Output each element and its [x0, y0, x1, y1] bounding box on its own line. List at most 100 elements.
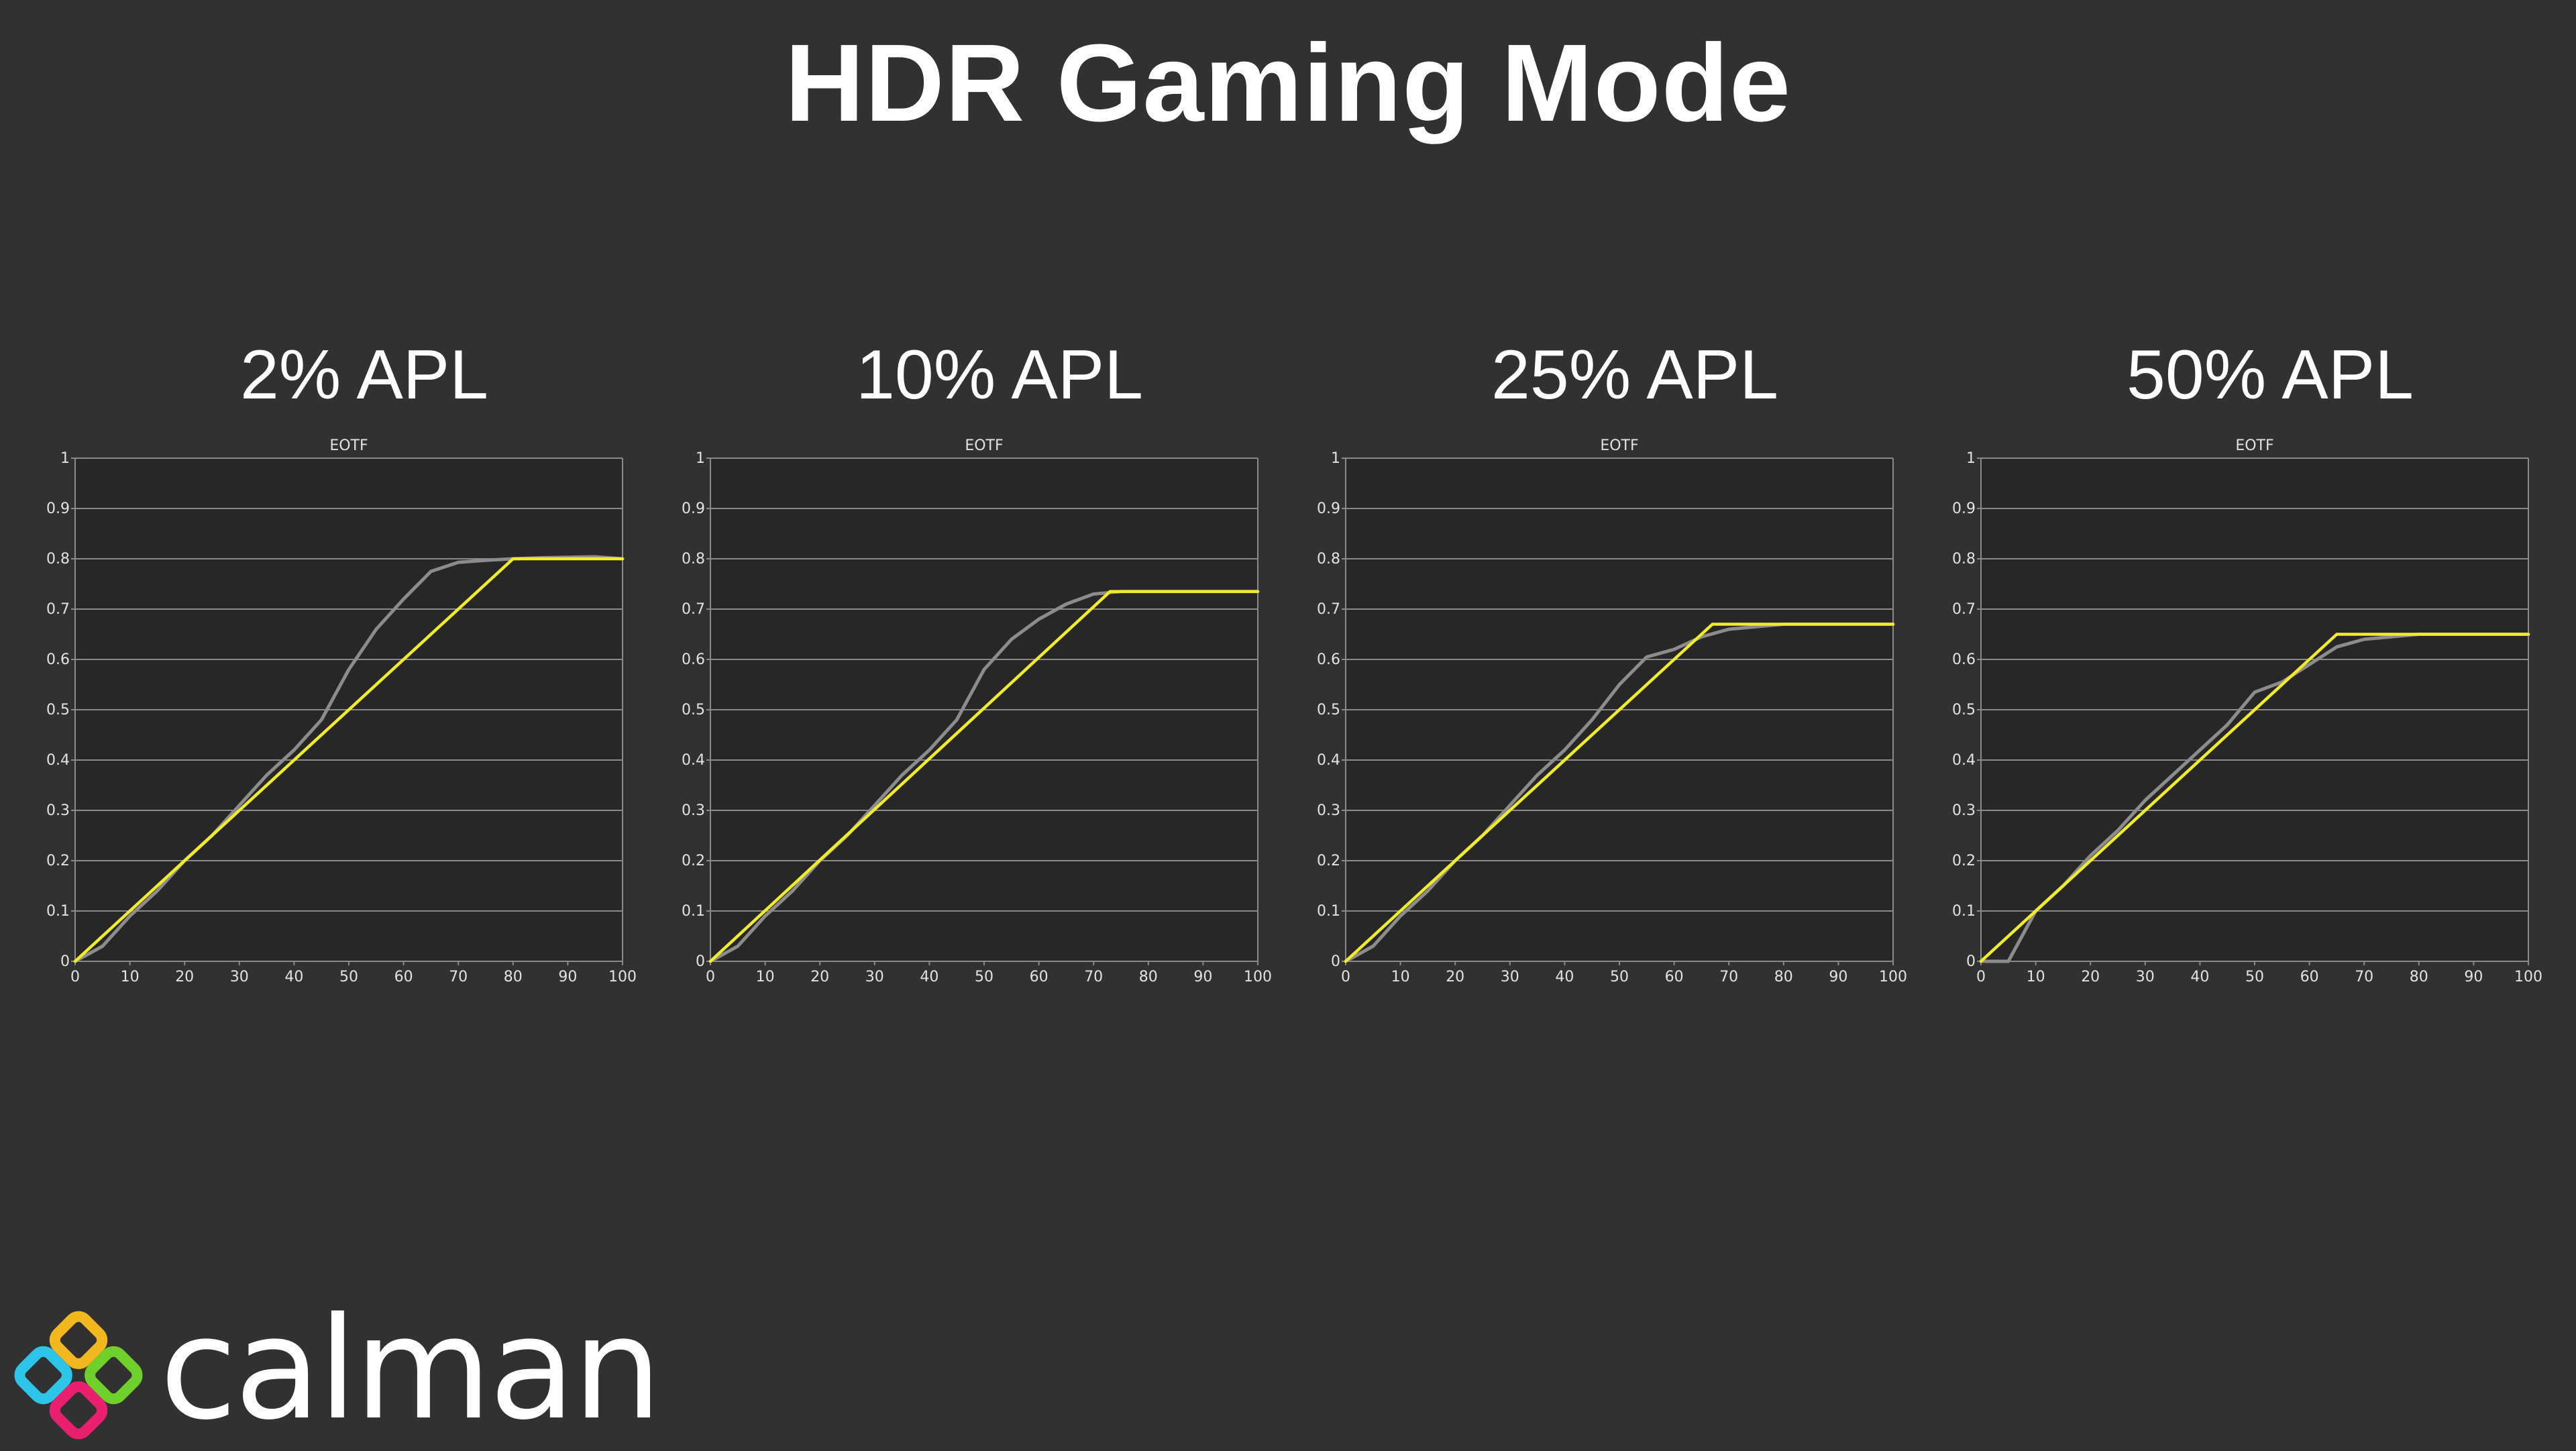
- calman-logo: calman: [7, 1299, 664, 1442]
- y-tick-label: 0.1: [1317, 903, 1340, 920]
- x-tick-label: 70: [1719, 969, 1738, 985]
- chart-title: EOTF: [2235, 437, 2273, 454]
- y-tick-label: 0.4: [1317, 752, 1340, 769]
- y-tick-label: 0.9: [46, 500, 70, 517]
- y-tick-label: 0.8: [682, 551, 705, 568]
- y-tick-label: 1: [696, 450, 705, 467]
- y-tick-label: 0.6: [46, 651, 70, 668]
- calman-logo-mark-icon: [14, 1311, 143, 1440]
- chart-panel-1: 10% APL EOTF 0 0.1 0.2 0.3 0.4 0.5 0.6 0.7 0.8 0.9…: [682, 322, 1317, 1020]
- y-tick-label: 0.1: [1952, 903, 1976, 920]
- x-tick-label: 60: [394, 969, 413, 985]
- y-tick-label: 0.3: [682, 802, 705, 819]
- x-tick-label: 100: [1244, 969, 1272, 985]
- x-tick-label: 10: [2027, 969, 2045, 985]
- y-tick-label: 0: [1966, 953, 1976, 970]
- x-tick-label: 60: [1665, 969, 1684, 985]
- y-tick-label: 0.7: [46, 601, 70, 618]
- panel-heading: 10% APL: [856, 336, 1143, 414]
- x-tick-label: 10: [121, 969, 140, 985]
- x-tick-label: 20: [2081, 969, 2100, 985]
- y-tick-label: 0.2: [1317, 853, 1340, 869]
- x-tick-label: 80: [1774, 969, 1793, 985]
- x-tick-label: 100: [2514, 969, 2542, 985]
- y-tick-label: 0.5: [1952, 702, 1976, 718]
- x-tick-label: 50: [2245, 969, 2264, 985]
- y-tick-label: 0: [696, 953, 705, 970]
- y-tick-label: 0.9: [682, 500, 705, 517]
- y-tick-label: 0.7: [1952, 601, 1976, 618]
- y-tick-label: 0.1: [682, 903, 705, 920]
- series-line-target: [73, 557, 625, 963]
- calman-logo-wordmark: calman: [160, 1287, 662, 1451]
- y-tick-label: 0.7: [682, 601, 705, 618]
- y-tick-label: 0.2: [46, 853, 70, 869]
- y-tick-label: 0.5: [682, 702, 705, 718]
- y-tick-label: 0.9: [1317, 500, 1340, 517]
- x-tick-label: 30: [865, 969, 884, 985]
- chart-panel-3: 50% APL EOTF 0 0.1 0.2 0.3 0.4 0.5 0.6 0.7 0.8 0.9…: [1952, 322, 2576, 1020]
- x-tick-label: 50: [339, 969, 358, 985]
- x-tick-label: 0: [706, 969, 715, 985]
- x-tick-label: 40: [2190, 969, 2209, 985]
- y-tick-label: 0.2: [682, 853, 705, 869]
- x-tick-label: 80: [2410, 969, 2428, 985]
- x-tick-label: 40: [920, 969, 938, 985]
- y-tick-label: 0.9: [1952, 500, 1976, 517]
- chart-panel-0: 2% APL EOTF 0 0.1 0.2 0.3 0.4 0.5 0.6 0.7 0.8 0.9 1…: [46, 322, 682, 1020]
- y-tick-label: 0.8: [1317, 551, 1340, 568]
- x-tick-label: 50: [975, 969, 994, 985]
- chart-panel-2: 25% APL EOTF 0 0.1 0.2 0.3 0.4 0.5 0.6 0.7 0.8 0.9…: [1317, 322, 1952, 1020]
- x-tick-label: 60: [2300, 969, 2319, 985]
- x-tick-label: 40: [284, 969, 303, 985]
- y-tick-label: 0.7: [1317, 601, 1340, 618]
- x-tick-label: 100: [608, 969, 637, 985]
- y-tick-label: 0: [60, 953, 70, 970]
- y-tick-label: 0.4: [682, 752, 705, 769]
- y-tick-label: 0.6: [1952, 651, 1976, 668]
- y-tick-label: 0.3: [1317, 802, 1340, 819]
- x-tick-label: 20: [175, 969, 194, 985]
- x-tick-label: 0: [1976, 969, 1986, 985]
- x-tick-label: 10: [756, 969, 775, 985]
- x-tick-label: 90: [1829, 969, 1847, 985]
- x-tick-label: 0: [1341, 969, 1350, 985]
- series-line-target: [1979, 633, 2530, 963]
- x-tick-label: 70: [1084, 969, 1103, 985]
- x-tick-label: 70: [449, 969, 468, 985]
- y-tick-label: 0.4: [1952, 752, 1976, 769]
- x-tick-label: 40: [1555, 969, 1574, 985]
- x-tick-label: 30: [1501, 969, 1519, 985]
- y-tick-label: 0.6: [682, 651, 705, 668]
- panel-heading: 50% APL: [2127, 336, 2414, 414]
- panel-heading: 25% APL: [1491, 336, 1778, 414]
- x-tick-label: 10: [1391, 969, 1410, 985]
- y-tick-label: 1: [60, 450, 70, 467]
- y-tick-label: 0.5: [1317, 702, 1340, 718]
- series-line-target: [1344, 623, 1895, 963]
- page-title: HDR Gaming Mode: [784, 21, 1792, 144]
- x-tick-label: 90: [2464, 969, 2483, 985]
- x-tick-label: 0: [70, 969, 80, 985]
- x-tick-label: 50: [1610, 969, 1629, 985]
- y-tick-label: 0.6: [1317, 651, 1340, 668]
- y-tick-label: 0.5: [46, 702, 70, 718]
- y-tick-label: 0.3: [1952, 802, 1976, 819]
- x-tick-label: 90: [1193, 969, 1212, 985]
- y-tick-label: 0.3: [46, 802, 70, 819]
- chart-title: EOTF: [965, 437, 1003, 454]
- y-tick-label: 0.2: [1952, 853, 1976, 869]
- x-tick-label: 20: [1446, 969, 1464, 985]
- panel-heading: 2% APL: [239, 336, 489, 414]
- y-tick-label: 1: [1966, 450, 1976, 467]
- y-tick-label: 0.8: [46, 551, 70, 568]
- y-tick-label: 0: [1331, 953, 1340, 970]
- series-line-target: [708, 590, 1260, 963]
- x-tick-label: 90: [558, 969, 577, 985]
- y-tick-label: 0.4: [46, 752, 70, 769]
- x-tick-label: 70: [2355, 969, 2373, 985]
